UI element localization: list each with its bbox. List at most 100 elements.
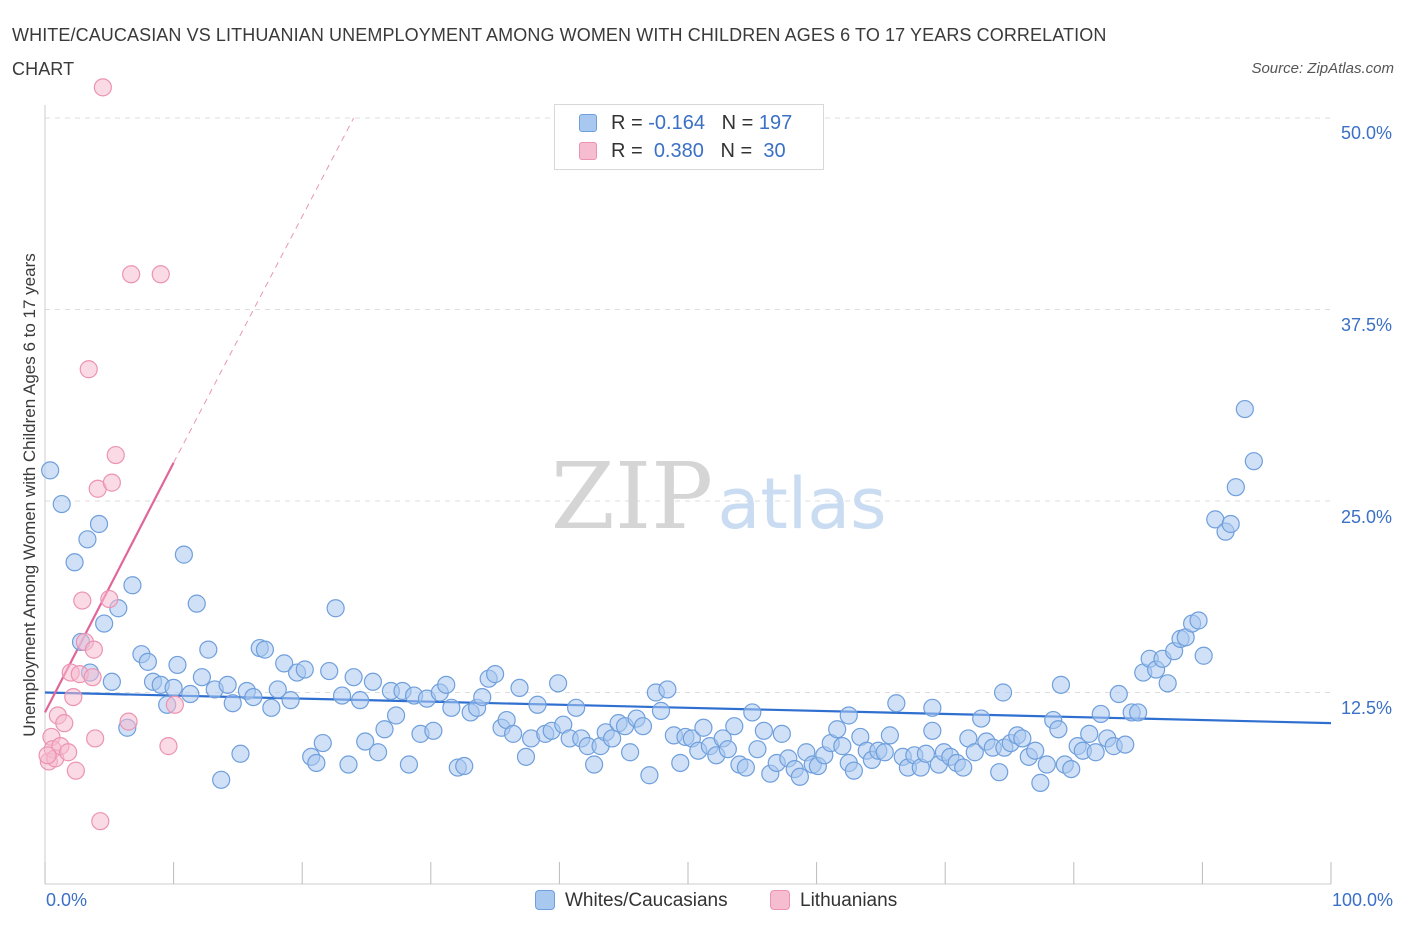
whites-point-91 <box>621 743 640 762</box>
whites-point-50 <box>368 743 388 762</box>
whites-point-85 <box>585 755 604 774</box>
whites-point-35 <box>275 654 294 673</box>
whites-point-169 <box>1091 704 1110 724</box>
whites-point-25 <box>212 770 231 789</box>
whites-point-128 <box>844 761 863 780</box>
lithuanians-point-24 <box>119 712 138 731</box>
whites-point-135 <box>887 694 906 713</box>
bottom-legend-swatch-whites <box>535 890 555 910</box>
whites-point-34 <box>268 680 287 699</box>
whites-point-99 <box>671 753 690 773</box>
lithuanians-point-14 <box>79 360 98 379</box>
whites-point-51 <box>375 720 394 739</box>
whites-point-2 <box>65 553 84 572</box>
whites-point-168 <box>1086 743 1105 762</box>
whites-point-64 <box>455 756 474 776</box>
whites-point-180 <box>1158 674 1177 693</box>
whites-point-159 <box>1031 773 1050 792</box>
whites-point-53 <box>386 706 406 725</box>
lithuanians-point-7 <box>59 743 78 762</box>
whites-point-111 <box>743 703 762 722</box>
whites-point-1 <box>52 494 71 514</box>
whites-point-76 <box>528 695 547 714</box>
chart-title: WHITE/CAUCASIAN VS LITHUANIAN UNEMPLOYME… <box>12 25 1107 79</box>
whites-point-72 <box>504 724 523 743</box>
whites-point-192 <box>1244 452 1263 471</box>
whites-point-41 <box>313 733 332 753</box>
lithuanians-point-10 <box>66 761 85 780</box>
y-tick-label-50: 50.0% <box>1340 123 1392 143</box>
lithuanians-point-28 <box>165 695 184 714</box>
whites-point-30 <box>244 687 263 707</box>
whites-point-125 <box>828 720 847 739</box>
whites-point-196 <box>839 706 858 725</box>
legend-lith-r-label: R = <box>611 140 643 162</box>
x-tick-label-max: 100.0% <box>1331 890 1393 910</box>
lithuanians-point-20 <box>93 78 112 97</box>
trend-lines <box>44 117 1332 725</box>
whites-point-17 <box>164 678 183 698</box>
whites-point-119 <box>790 767 809 786</box>
legend-lith-n-label: N = <box>720 140 753 162</box>
x-tick-label-min: 0.0% <box>46 890 88 910</box>
whites-point-108 <box>725 717 744 736</box>
whites-point-0 <box>41 461 60 480</box>
whites-point-156 <box>1013 729 1032 748</box>
y-tick-label-37-5: 37.5% <box>1340 315 1392 335</box>
whites-point-113 <box>754 721 773 740</box>
lithuanians-point-23 <box>106 445 125 465</box>
whites-point-46 <box>344 668 363 687</box>
lithuanians-point-16 <box>84 640 103 659</box>
whites-point-62 <box>442 698 461 717</box>
whites-points <box>41 399 1263 792</box>
watermark-atlas: atlas <box>717 463 886 545</box>
whites-point-13 <box>138 652 157 671</box>
whites-point-49 <box>363 672 383 691</box>
grid-lines <box>45 117 1331 693</box>
whites-point-186 <box>1194 646 1213 665</box>
whites-point-185 <box>1189 611 1208 630</box>
whites-point-55 <box>399 755 419 774</box>
whites-point-141 <box>923 721 942 740</box>
whites-point-45 <box>339 755 358 774</box>
whites-point-173 <box>1116 735 1135 754</box>
whites-point-32 <box>255 640 275 659</box>
legend-swatch-whites <box>579 114 597 132</box>
whites-point-20 <box>181 684 200 704</box>
lithuanians-point-9 <box>64 687 83 707</box>
whites-point-22 <box>192 668 211 687</box>
whites-point-59 <box>424 721 443 740</box>
whites-point-133 <box>875 743 894 762</box>
stats-legend: R = -0.164 N = 197 R = 0.380 N = 30 <box>554 104 824 170</box>
legend-whites-n-value: 197 <box>758 112 793 134</box>
whites-point-195 <box>923 698 942 717</box>
legend-whites-r-label: R = <box>611 112 643 134</box>
legend-whites-r-value: -0.164 <box>648 112 705 134</box>
whites-point-191 <box>1235 399 1254 419</box>
whites-point-94 <box>640 766 659 785</box>
whites-point-116 <box>772 724 791 743</box>
lithuanians-point-17 <box>86 729 105 748</box>
whites-point-40 <box>307 753 326 773</box>
whites-point-103 <box>694 718 713 737</box>
whites-point-48 <box>356 732 375 751</box>
lithuanians-trend-extension <box>173 117 355 463</box>
whites-point-74 <box>516 747 536 766</box>
whites-point-193 <box>1051 675 1071 694</box>
lithuanians-point-12 <box>73 591 92 610</box>
whites-point-194 <box>993 683 1013 702</box>
watermark: ZIP atlas <box>551 443 887 550</box>
whites-point-69 <box>486 665 505 684</box>
whites-point-79 <box>549 674 568 693</box>
bottom-legend-whites: Whites/Caucasians <box>535 890 728 912</box>
whites-point-167 <box>1080 724 1099 743</box>
whites-point-7 <box>95 614 114 633</box>
whites-point-33 <box>262 698 281 717</box>
whites-point-93 <box>633 717 653 736</box>
legend-whites-n-label: N = <box>721 112 754 134</box>
lithuanians-point-22 <box>102 473 121 492</box>
whites-point-19 <box>174 545 193 564</box>
whites-point-172 <box>1109 684 1128 704</box>
lithuanians-point-19 <box>91 812 110 831</box>
